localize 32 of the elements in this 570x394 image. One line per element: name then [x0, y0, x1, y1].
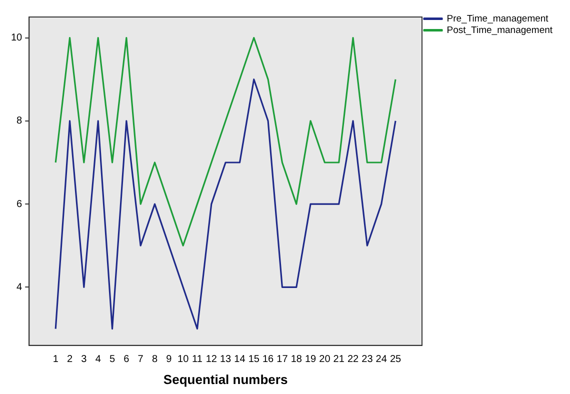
x-axis-title: Sequential numbers [163, 372, 288, 387]
x-tick-label: 25 [390, 354, 402, 366]
legend-label: Post_Time_management [446, 24, 553, 36]
x-tick-label: 24 [376, 354, 388, 366]
y-tick-label: 6 [16, 198, 23, 210]
x-tick-label: 15 [248, 354, 260, 366]
x-tick-label: 17 [276, 354, 288, 366]
x-tick-label: 19 [304, 354, 317, 366]
x-tick-label: 13 [220, 354, 232, 366]
x-tick-label: 16 [262, 354, 274, 366]
x-tick-label: 6 [124, 354, 130, 366]
legend-label: Pre_Time_management [446, 13, 549, 24]
x-tick-label: 22 [347, 354, 360, 366]
y-tick-label: 8 [16, 116, 23, 127]
x-tick-label: 23 [362, 354, 374, 366]
x-tick-label: 20 [319, 354, 331, 366]
x-tick-label: 2 [66, 354, 73, 366]
x-tick-label: 7 [138, 354, 144, 366]
x-tick-label: 9 [166, 354, 172, 366]
x-tick-label: 12 [206, 354, 218, 366]
x-tick-label: 1 [52, 354, 59, 366]
y-tick-label: 4 [16, 282, 23, 293]
y-tick-label: 10 [11, 32, 23, 44]
x-tick-label: 8 [152, 354, 158, 366]
x-tick-label: 18 [290, 354, 302, 366]
x-tick-label: 11 [192, 354, 203, 366]
x-tick-label: 4 [95, 354, 102, 366]
x-tick-label: 5 [109, 354, 116, 366]
x-tick-label: 3 [81, 354, 88, 366]
x-tick-label: 21 [333, 354, 345, 366]
x-tick-label: 10 [178, 354, 190, 366]
x-tick-label: 14 [234, 354, 246, 366]
